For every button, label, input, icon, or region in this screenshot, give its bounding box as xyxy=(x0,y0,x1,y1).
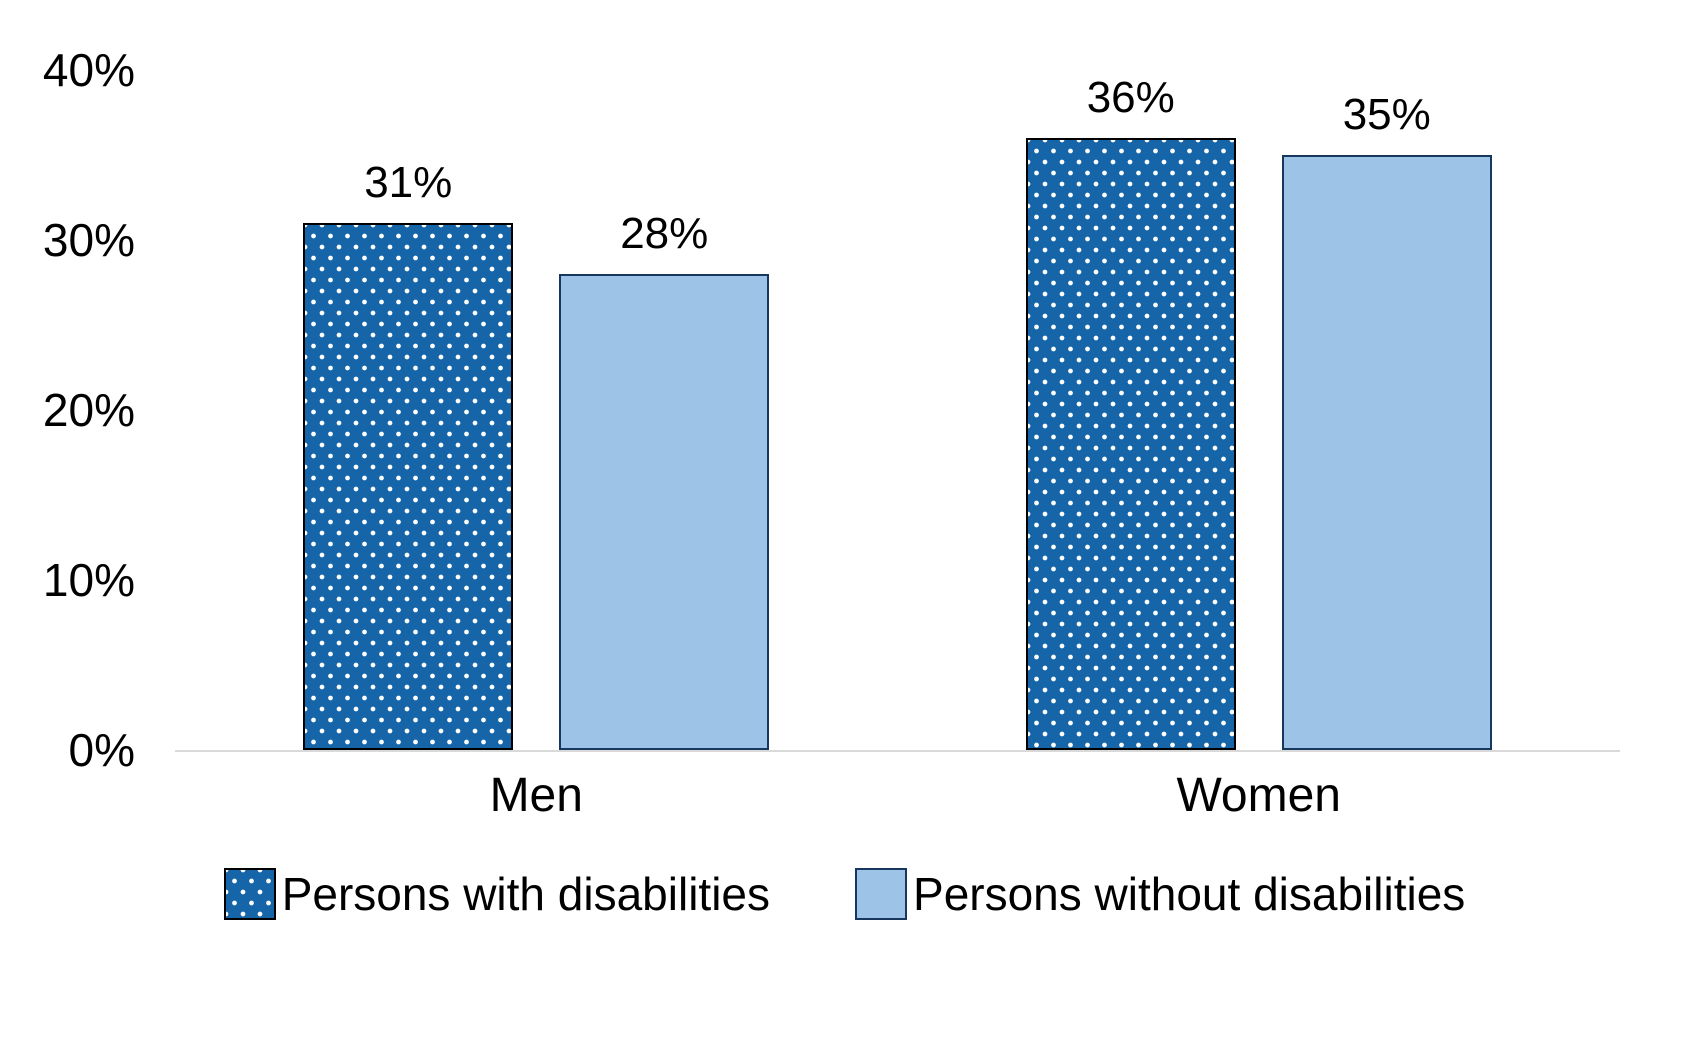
y-tick-label: 30% xyxy=(42,214,135,266)
bar-value-label: 36% xyxy=(1086,73,1175,122)
legend-swatch-icon xyxy=(223,868,276,920)
legend-swatch-icon xyxy=(855,868,908,920)
bar-wrap: 35% xyxy=(1281,93,1492,750)
legend: Persons with disabilities Persons without… xyxy=(0,868,1689,920)
legend-item-1: Persons with disabilities xyxy=(223,868,771,920)
y-tick-label: 40% xyxy=(42,44,135,96)
bar-group-women: 36% 35% xyxy=(898,70,1621,750)
bar-men-series-2 xyxy=(559,274,770,750)
legend-item-2: Persons without disabilities xyxy=(855,868,1465,920)
bar-wrap: 31% xyxy=(303,161,514,750)
bar-wrap: 36% xyxy=(1025,76,1236,750)
x-axis-label-women: Women xyxy=(1176,769,1341,822)
y-axis: 0% 10% 20% 30% 40% xyxy=(0,47,135,773)
bar-women-series-2 xyxy=(1281,155,1492,750)
legend-label: Persons with disabilities xyxy=(281,868,771,920)
bar-value-label: 28% xyxy=(620,209,709,258)
bar-group-men: 31% 28% xyxy=(175,70,898,750)
bar-women-series-1 xyxy=(1025,138,1236,750)
bar-value-label: 35% xyxy=(1342,90,1431,139)
bar-men-series-1 xyxy=(303,223,514,750)
y-tick-label: 0% xyxy=(68,724,135,776)
x-axis-label-men: Men xyxy=(489,769,583,822)
legend-label: Persons without disabilities xyxy=(913,868,1466,920)
y-tick-label: 20% xyxy=(42,384,135,436)
plot-area: 31% 28% 36% 35% xyxy=(175,70,1620,752)
bar-wrap: 28% xyxy=(559,212,770,750)
y-tick-label: 10% xyxy=(42,554,135,606)
x-axis: Men Women xyxy=(175,772,1620,820)
bar-value-label: 31% xyxy=(364,158,453,207)
